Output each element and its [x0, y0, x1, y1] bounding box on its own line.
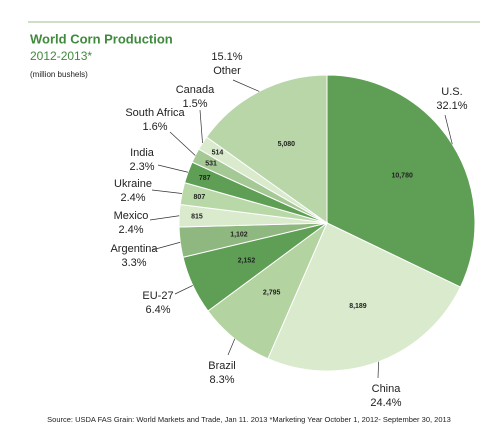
leader-line [151, 241, 181, 251]
share-label: 24.4% [370, 397, 401, 409]
share-label: 2.4% [118, 224, 143, 236]
category-label: Other [213, 65, 241, 77]
source-note: Source: USDA FAS Grain: World Markets an… [47, 415, 451, 424]
share-label: 32.1% [436, 100, 467, 112]
share-label: 8.3% [209, 374, 234, 386]
leader-line [232, 79, 260, 92]
share-label: 3.3% [121, 257, 146, 269]
category-label: China [372, 383, 402, 395]
leader-line [444, 114, 453, 145]
chart-title: World Corn Production [30, 31, 173, 46]
leader-line [149, 215, 180, 221]
category-label: U.S. [441, 86, 462, 98]
chart-subtitle: 2012-2013* [30, 49, 92, 63]
leader-line [227, 338, 236, 356]
value-label: 10,780 [391, 173, 413, 180]
category-label: Mexico [114, 210, 149, 222]
value-label: 5,080 [278, 141, 296, 148]
value-label: 2,795 [263, 289, 281, 296]
leader-line [199, 109, 203, 143]
pie-slice [326, 74, 476, 288]
share-label: 15.1% [211, 51, 242, 63]
share-label: 1.6% [142, 121, 167, 133]
leader-line [157, 164, 189, 173]
leader-line [174, 285, 193, 295]
share-label: 1.5% [182, 98, 207, 110]
category-label: EU-27 [142, 290, 173, 302]
category-label: Ukraine [114, 178, 152, 190]
leader-line [151, 189, 183, 194]
leader-line [377, 361, 379, 379]
unit-note: (million bushels) [30, 70, 88, 79]
share-label: 2.3% [129, 161, 154, 173]
category-label: India [130, 147, 155, 159]
category-label: Brazil [208, 360, 236, 372]
share-label: 2.4% [120, 192, 145, 204]
leader-line [169, 131, 196, 156]
value-label: 787 [199, 175, 211, 182]
value-label: 514 [212, 149, 224, 156]
value-label: 807 [194, 194, 206, 201]
value-label: 815 [191, 213, 203, 220]
category-label: Argentina [110, 243, 158, 255]
pie-slice [267, 222, 462, 372]
value-label: 8,189 [349, 303, 367, 310]
category-label: South Africa [125, 107, 185, 119]
share-label: 6.4% [145, 304, 170, 316]
value-label: 531 [205, 160, 217, 167]
category-label: Canada [176, 84, 215, 96]
value-label: 1,102 [230, 231, 248, 238]
value-label: 2,152 [238, 257, 256, 264]
